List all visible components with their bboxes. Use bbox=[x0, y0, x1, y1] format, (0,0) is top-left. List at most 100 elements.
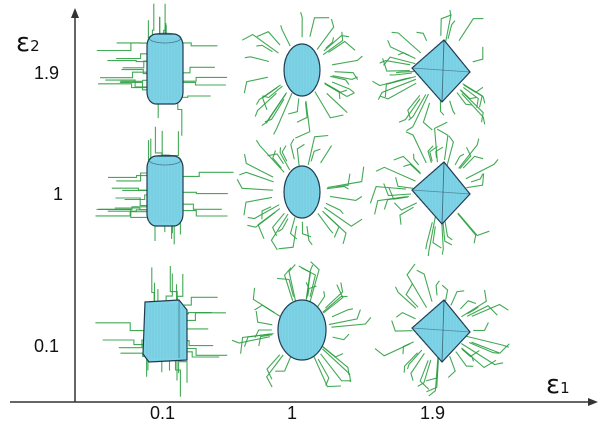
sphere-glyph bbox=[284, 44, 320, 96]
wire bbox=[297, 144, 304, 165]
wire bbox=[258, 209, 280, 239]
y-tick-label: 1.9 bbox=[34, 64, 59, 82]
wire bbox=[396, 313, 415, 319]
wire bbox=[396, 71, 414, 72]
wire bbox=[420, 361, 429, 390]
y-axis-symbol: ε bbox=[16, 28, 30, 58]
wire bbox=[473, 47, 483, 62]
wire bbox=[378, 79, 416, 99]
wire bbox=[324, 83, 347, 92]
wire bbox=[244, 77, 267, 93]
wire bbox=[395, 78, 408, 81]
wire bbox=[473, 323, 488, 331]
sphere-glyph bbox=[278, 300, 326, 360]
cube-glyph bbox=[143, 300, 187, 362]
wire bbox=[239, 172, 273, 182]
wire bbox=[288, 98, 299, 114]
wire bbox=[406, 284, 418, 307]
wire bbox=[278, 219, 288, 232]
y-axis-arrowhead bbox=[71, 8, 79, 18]
wire bbox=[394, 203, 416, 210]
wire bbox=[245, 57, 269, 62]
y-tick-label: 1 bbox=[53, 185, 63, 203]
wire bbox=[450, 101, 455, 115]
wire bbox=[232, 337, 270, 343]
wire bbox=[383, 58, 410, 71]
wire bbox=[460, 301, 476, 309]
wire bbox=[436, 281, 439, 296]
y-axis-title: ε2 bbox=[16, 30, 40, 56]
y-tick-label: 0.1 bbox=[34, 337, 59, 355]
x-axis-subscript: 1 bbox=[560, 379, 570, 397]
wire bbox=[318, 291, 325, 307]
wire bbox=[244, 197, 272, 215]
wire bbox=[388, 40, 416, 58]
wire bbox=[318, 213, 333, 233]
wire bbox=[468, 307, 479, 314]
cylinder-glyph bbox=[147, 33, 183, 104]
wire bbox=[418, 360, 431, 386]
wire bbox=[437, 129, 448, 160]
x-tick-label: 1.9 bbox=[420, 404, 445, 422]
wire bbox=[456, 352, 474, 367]
wire bbox=[333, 334, 349, 340]
wire bbox=[282, 146, 287, 162]
x-tick-label: 1 bbox=[287, 404, 297, 422]
x-axis-symbol: ε bbox=[546, 370, 560, 400]
wire bbox=[332, 82, 354, 92]
wire bbox=[327, 93, 348, 112]
wire bbox=[398, 53, 409, 56]
wire bbox=[311, 149, 320, 161]
octahedron-glyph bbox=[412, 300, 470, 362]
wire bbox=[327, 167, 363, 188]
wire bbox=[237, 179, 273, 190]
wire bbox=[325, 84, 340, 99]
wire bbox=[326, 203, 343, 213]
wire bbox=[332, 317, 371, 327]
wire bbox=[324, 36, 349, 51]
wire bbox=[414, 154, 419, 165]
wire bbox=[324, 208, 362, 227]
wire bbox=[459, 19, 483, 41]
wire bbox=[302, 222, 311, 237]
wire bbox=[273, 213, 285, 236]
cylinder-glyph bbox=[147, 155, 183, 226]
wire bbox=[256, 140, 284, 172]
wire bbox=[326, 37, 334, 48]
wire bbox=[291, 139, 295, 159]
wire bbox=[321, 146, 332, 163]
wire bbox=[259, 335, 273, 346]
wire bbox=[310, 18, 329, 37]
wire bbox=[423, 103, 432, 130]
y-axis-subscript: 2 bbox=[30, 37, 40, 55]
wire bbox=[248, 205, 280, 219]
wire bbox=[323, 211, 340, 237]
wire bbox=[459, 139, 479, 169]
octahedron-glyph bbox=[412, 40, 470, 102]
wire bbox=[406, 132, 426, 163]
wire bbox=[256, 45, 272, 51]
wire bbox=[330, 196, 362, 200]
wire bbox=[451, 291, 464, 306]
x-axis-title: ε1 bbox=[546, 372, 570, 398]
wire bbox=[332, 56, 362, 65]
wire bbox=[396, 287, 416, 308]
wire bbox=[445, 220, 453, 240]
wire bbox=[257, 32, 280, 45]
wire bbox=[403, 342, 414, 354]
wire bbox=[307, 226, 312, 245]
wire bbox=[433, 226, 441, 248]
wire bbox=[301, 12, 303, 37]
wire bbox=[417, 32, 427, 41]
wire bbox=[281, 25, 291, 46]
octahedron-glyph bbox=[412, 162, 470, 224]
x-tick-label: 0.1 bbox=[150, 404, 175, 422]
wire bbox=[448, 356, 455, 377]
wire bbox=[458, 214, 476, 244]
sphere-glyph bbox=[284, 166, 320, 218]
wire bbox=[332, 309, 353, 317]
wire bbox=[390, 73, 413, 75]
wire bbox=[255, 305, 281, 316]
wire bbox=[256, 311, 272, 325]
